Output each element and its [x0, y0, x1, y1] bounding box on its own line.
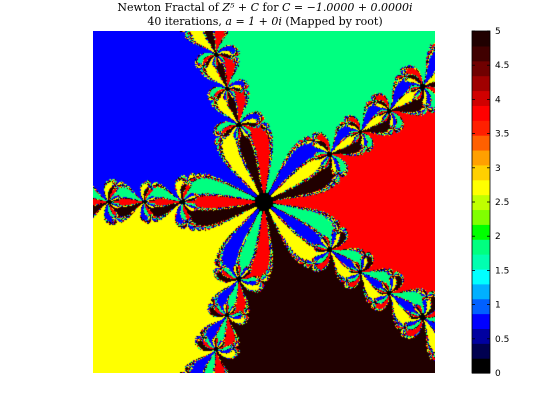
colorbar-tick-label: 3 — [495, 164, 501, 174]
colorbar-tick-label: 1 — [495, 301, 501, 311]
colorbar-band — [472, 105, 490, 120]
colorbar-band — [472, 180, 490, 195]
chart-subtitle: 40 iterations, a = 1 + 0i (Mapped by roo… — [0, 15, 530, 28]
colorbar-band — [472, 76, 490, 91]
colorbar-band — [472, 358, 490, 373]
colorbar-band — [472, 224, 490, 239]
colorbar-tick-label: 4 — [495, 95, 501, 105]
colorbar-band — [472, 150, 490, 165]
colorbar-band — [472, 239, 490, 254]
colorbar: 0 0.5 1 1.5 2 2.5 3 3.5 4 4.5 5 — [460, 26, 560, 386]
colorbar-tick-label: 1.5 — [495, 266, 509, 276]
colorbar-band — [472, 31, 490, 46]
colorbar-band — [472, 299, 490, 314]
colorbar-band — [472, 343, 490, 358]
colorbar-tick-label: 0.5 — [495, 335, 509, 345]
fractal-heatmap — [93, 31, 435, 373]
colorbar-tick-label: 0 — [495, 369, 501, 379]
colorbar-band — [472, 165, 490, 180]
colorbar-band — [472, 314, 490, 329]
colorbar-band — [472, 269, 490, 284]
colorbar-band — [472, 135, 490, 150]
colorbar-band — [472, 46, 490, 61]
chart-title: Newton Fractal of Z⁵ + C for C = −1.0000… — [0, 1, 530, 14]
colorbar-tick-label: 2.5 — [495, 198, 509, 208]
colorbar-band — [472, 254, 490, 269]
colorbar-tick-label: 2 — [495, 232, 501, 242]
colorbar-band — [472, 209, 490, 224]
colorbar-tick-label: 5 — [495, 27, 501, 37]
colorbar-band — [472, 284, 490, 299]
colorbar-tick-label: 4.5 — [495, 61, 509, 71]
colorbar-band — [472, 328, 490, 343]
colorbar-band — [472, 90, 490, 105]
colorbar-tick-label: 3.5 — [495, 130, 509, 140]
colorbar-band — [472, 61, 490, 76]
